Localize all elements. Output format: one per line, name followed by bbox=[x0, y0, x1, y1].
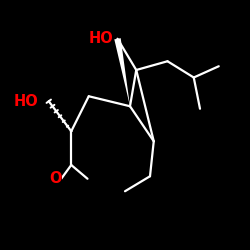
Text: HO: HO bbox=[14, 94, 38, 109]
Polygon shape bbox=[114, 38, 130, 106]
Text: HO: HO bbox=[89, 31, 114, 46]
Text: O: O bbox=[49, 171, 61, 186]
